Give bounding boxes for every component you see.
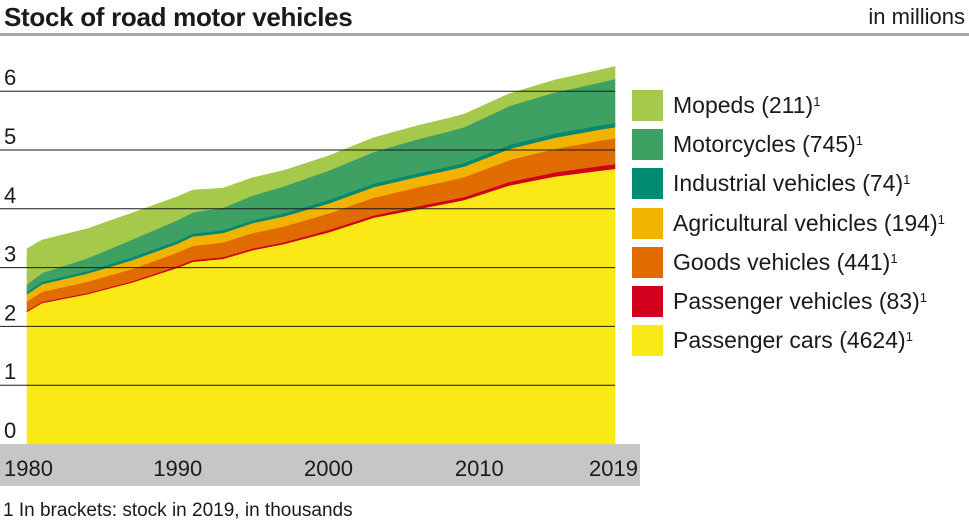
legend-label: Motorcycles (745)1 [673,131,864,158]
x-tick-label: 1980 [4,456,53,481]
x-tick-label: 2019 [589,456,638,481]
legend-swatch [632,90,663,121]
y-tick-label: 0 [4,418,16,443]
y-tick-label: 4 [4,183,16,208]
chart-title: Stock of road motor vehicles [4,2,353,32]
legend-swatch [632,168,663,200]
legend-swatch [632,129,663,161]
legend-label: Passenger cars (4624)1 [673,327,913,354]
y-tick-label: 5 [4,124,16,149]
legend-swatch [632,246,663,278]
chart-gridlines [0,90,615,386]
x-axis-ticks: 1980 1990 2000 2010 2019 [4,456,638,481]
chart-areas [26,66,616,445]
x-tick-label: 2000 [304,456,353,481]
y-tick-label: 6 [4,65,16,90]
area-mopeds [26,66,616,285]
y-tick-label: 3 [4,242,16,267]
title-rule [0,33,969,36]
footnote: 1 In brackets: stock in 2019, in thousan… [3,500,353,521]
x-tick-label: 1990 [153,456,202,481]
legend-label: Industrial vehicles (74)1 [673,170,911,197]
y-tick-label: 1 [4,359,16,384]
legend-label: Mopeds (211)1 [673,92,821,118]
legend-label: Agricultural vehicles (194)1 [673,209,945,236]
legend-label: Passenger vehicles (83)1 [673,287,927,314]
legend-swatch [632,207,663,239]
x-axis-band [0,444,640,486]
legend-swatch [632,285,663,317]
unit-label: in millions [868,4,965,29]
y-tick-label: 2 [4,300,16,325]
y-axis-ticks: 0 1 2 3 4 5 6 [4,65,16,443]
legend-label: Goods vehicles (441)1 [673,248,898,275]
legend-swatch [632,325,663,357]
x-tick-label: 2010 [455,456,504,481]
